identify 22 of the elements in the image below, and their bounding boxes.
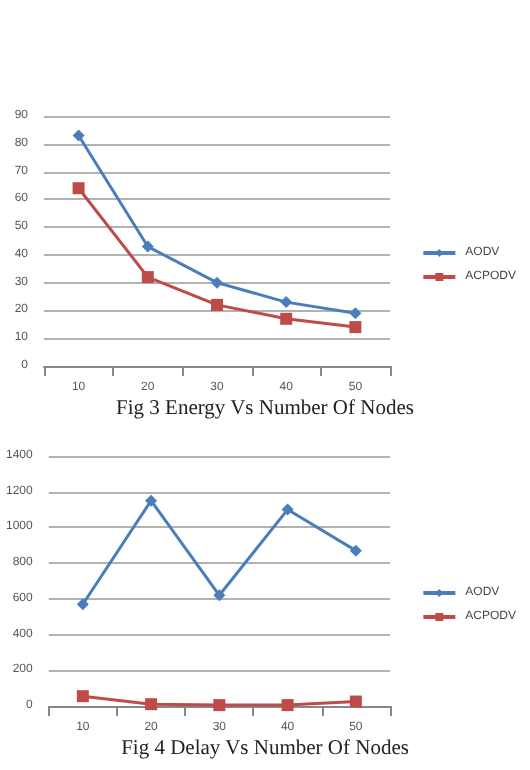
point	[72, 182, 85, 195]
point	[145, 494, 158, 507]
point	[213, 699, 226, 712]
point	[72, 129, 85, 142]
point	[141, 271, 154, 284]
point	[213, 589, 226, 602]
point	[349, 544, 362, 557]
point	[211, 276, 223, 289]
point	[141, 240, 154, 253]
point	[211, 298, 223, 311]
text: Fig 3 Energy Vs Number Of Nodes	[116, 398, 414, 420]
point	[280, 296, 293, 309]
text: Fig 4 Delay Vs Number Of Nodes	[121, 738, 409, 760]
point	[76, 690, 89, 703]
point	[349, 321, 362, 334]
point	[76, 598, 89, 611]
point	[349, 307, 362, 320]
point	[145, 698, 158, 711]
point	[280, 312, 293, 325]
point	[281, 503, 294, 516]
point	[349, 695, 362, 708]
point	[281, 699, 294, 712]
